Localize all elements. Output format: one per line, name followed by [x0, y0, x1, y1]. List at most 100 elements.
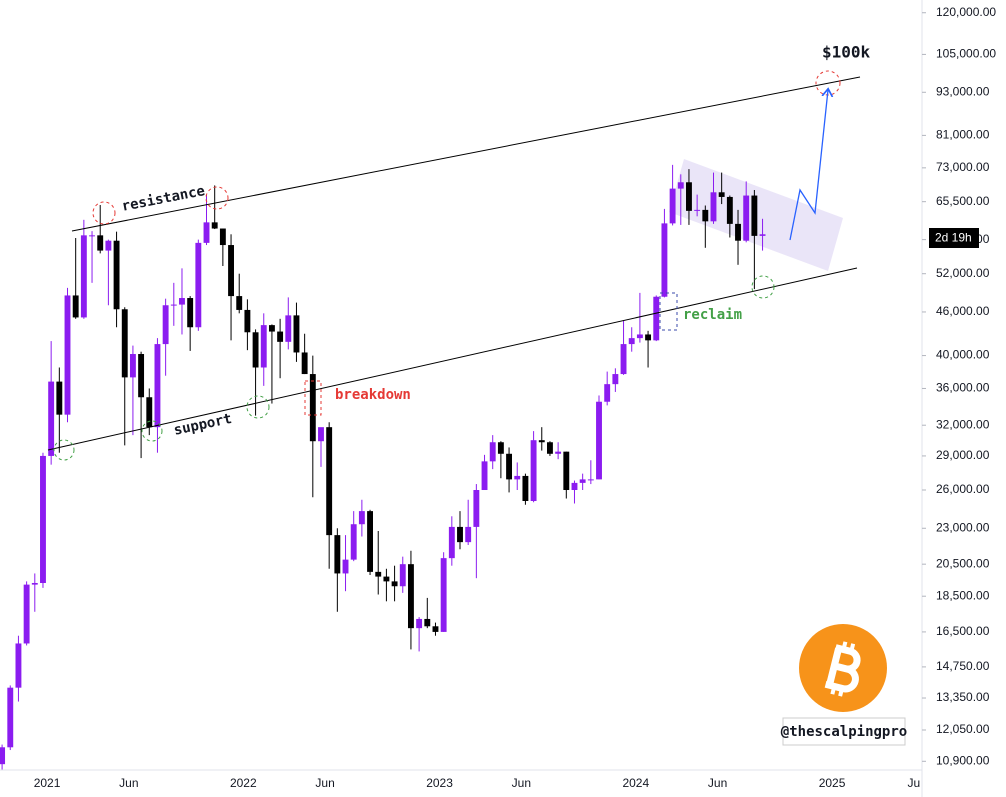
candle-body: [669, 188, 676, 224]
candle-body: [154, 344, 161, 428]
candle-body: [457, 526, 463, 543]
y-tick-label: 20,500.00: [936, 556, 990, 570]
candle-body: [309, 374, 316, 442]
x-tick-label: 2021: [34, 776, 61, 790]
candle-body: [89, 235, 95, 237]
candle-body: [587, 479, 594, 481]
countdown-box: [929, 228, 979, 248]
candle-body: [358, 511, 365, 525]
breakdown-box: [304, 380, 322, 416]
candle-body: [31, 582, 38, 585]
candle-body: [195, 242, 202, 328]
candle-body: [506, 453, 513, 480]
x-tick-label: 2022: [230, 776, 257, 790]
candle-body: [653, 296, 660, 341]
x-tick-label: Jun: [708, 776, 727, 790]
candle-body: [236, 296, 243, 310]
touch-circle: [92, 201, 116, 225]
candle-body: [383, 576, 390, 582]
candle-body: [759, 234, 766, 236]
touch-circle: [205, 186, 229, 210]
y-tick-label: 16,500.00: [936, 624, 990, 638]
candle-body: [677, 182, 684, 189]
candle-body: [268, 325, 275, 332]
candle-body: [735, 223, 741, 241]
candle-body: [636, 334, 643, 339]
candle-body: [260, 325, 267, 368]
candle-body: [72, 295, 79, 318]
candle-body: [514, 475, 521, 480]
candle-body: [620, 344, 627, 375]
candle-body: [399, 564, 406, 587]
candle-body: [555, 451, 562, 454]
countdown-label: 2d 19h: [935, 231, 972, 245]
y-tick-label: 12,050.00: [936, 722, 990, 736]
watermark: @thescalpingpro: [781, 724, 907, 740]
candle-body: [628, 338, 635, 345]
candle-body: [301, 352, 308, 375]
y-tick-label: 65,500.00: [936, 194, 990, 208]
candle-body: [481, 461, 488, 491]
candle-body: [563, 451, 570, 491]
touch-circle: [751, 275, 775, 299]
candle-body: [113, 240, 120, 310]
candle-body: [252, 332, 259, 368]
candle-body: [334, 535, 341, 574]
candle-body: [694, 209, 701, 211]
candle-body: [7, 687, 14, 748]
candle-body: [342, 559, 349, 574]
candles: [0, 164, 766, 770]
candle-body: [23, 584, 30, 644]
candle-body: [718, 192, 725, 197]
candle-body: [743, 195, 750, 241]
candle-body: [538, 440, 545, 443]
candle-body: [121, 309, 128, 378]
candle-body: [187, 298, 194, 328]
y-tick-label: 36,000.00: [936, 381, 990, 395]
candle-body: [612, 374, 619, 385]
candle-body: [432, 626, 439, 632]
x-tick-label: 2023: [426, 776, 453, 790]
candle-body: [285, 315, 292, 342]
candle-body: [129, 354, 136, 378]
y-tick-label: 93,000.00: [936, 84, 990, 98]
candle-body: [179, 298, 185, 305]
bitcoin-logo: [799, 624, 887, 712]
candle-body: [203, 222, 210, 243]
candle-body: [277, 331, 284, 342]
candle-body: [596, 401, 602, 480]
candle-body: [547, 442, 553, 454]
resistance-line: [71, 76, 861, 232]
candle-body: [686, 182, 692, 211]
candle-body: [645, 334, 652, 341]
candle-body: [138, 354, 145, 398]
time-axis: 2021 Jun 2022 Jun 2023 Jun 2024 Jun 2025 Ju: [34, 776, 920, 790]
candle-body: [367, 511, 373, 572]
y-tick-label: 10,900.00: [936, 753, 990, 767]
candle-body: [211, 222, 218, 229]
candle-body: [407, 564, 414, 629]
candle-body: [661, 223, 668, 297]
candle-body: [40, 455, 46, 583]
candle-body: [424, 618, 431, 627]
x-tick-label: 2025: [819, 776, 846, 790]
candle-body: [702, 209, 709, 222]
candle-body: [571, 482, 578, 491]
candle-body: [219, 228, 226, 246]
x-tick-label: 2024: [622, 776, 649, 790]
candle-body: [522, 475, 529, 501]
breakdown-label: breakdown: [335, 387, 411, 403]
candle-body: [0, 747, 6, 765]
candle-body: [489, 442, 496, 462]
candle-body: [375, 571, 382, 577]
candle-body: [579, 479, 586, 483]
y-tick-label: 14,750.00: [936, 659, 990, 673]
x-tick-label: Jun: [315, 776, 334, 790]
reclaim-box: [659, 292, 678, 331]
candle-body: [465, 526, 472, 543]
candle-body: [15, 643, 22, 688]
candle-body: [97, 235, 104, 251]
y-tick-label: 46,000.00: [936, 304, 990, 318]
